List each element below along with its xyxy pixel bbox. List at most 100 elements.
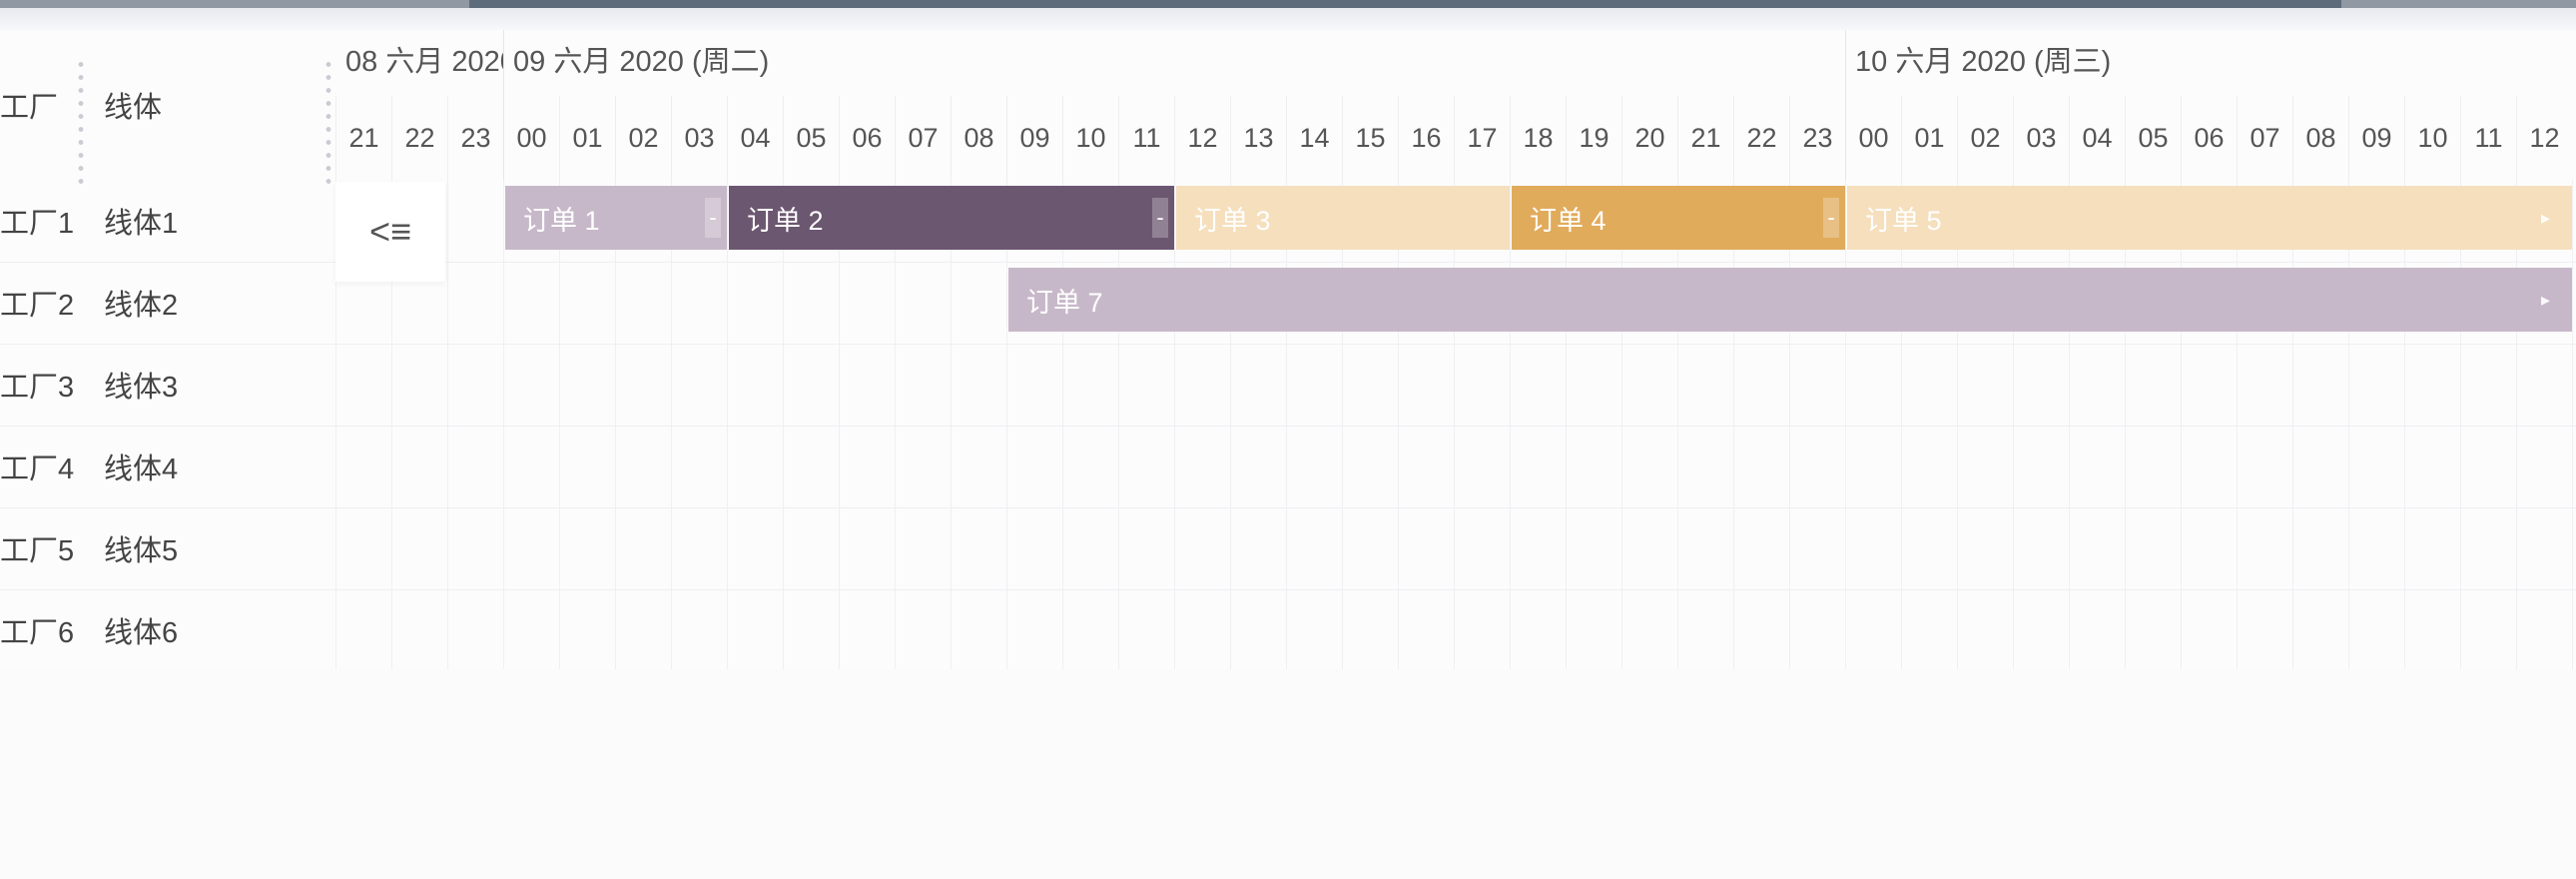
grid-line [671,180,672,669]
grid-line [1621,180,1622,669]
grid-line [1957,180,1958,669]
resource-row[interactable]: 工厂3 线体3 [0,344,2576,427]
day-divider [1845,30,1846,180]
line-cell: 线体6 [104,617,179,649]
grid-line [2404,180,2405,669]
grid-line [335,180,336,669]
hour-label: 06 [839,96,895,180]
order-bar[interactable]: 订单 7 ▸ [1008,268,2572,332]
factory-cell: 工厂3 [0,372,75,404]
grid-line [2516,180,2517,669]
hour-label: 16 [1398,96,1454,180]
hour-label: 08 [2292,96,2348,180]
hour-label: 23 [447,96,503,180]
grid-line [1174,180,1175,669]
hour-label: 02 [615,96,671,180]
hour-label: 18 [1510,96,1566,180]
day-divider [503,30,504,180]
hour-label: 04 [2069,96,2125,180]
order-bar[interactable]: 订单 5 ▸ [1847,186,2572,250]
line-cell: 线体1 [104,208,179,240]
hour-label: 22 [391,96,447,180]
order-label: 订单 1 [523,205,600,236]
hour-label: 00 [1845,96,1901,180]
line-column-header[interactable]: 线体 [104,92,163,124]
grid-line [895,180,896,669]
grid-line [2348,180,2349,669]
hour-label: 21 [335,96,391,180]
grid-line [2237,180,2238,669]
hour-label: 06 [2181,96,2237,180]
grid-line [559,180,560,669]
hour-label: 01 [559,96,615,180]
factory-cell: 工厂2 [0,290,75,322]
hour-label: 11 [1118,96,1174,180]
order-bar[interactable]: 订单 1 - [505,186,727,250]
factory-cell: 工厂4 [0,453,75,485]
factory-column-header[interactable]: 工厂 [0,92,59,124]
resource-row[interactable]: 工厂2 线体2 [0,262,2576,345]
resize-handle[interactable]: - [1152,198,1168,238]
hour-label: 08 [951,96,1006,180]
grid-line [2181,180,2182,669]
hour-label: 04 [727,96,783,180]
column-resize-handle[interactable] [78,58,84,184]
hour-label: 00 [503,96,559,180]
hour-label: 01 [1901,96,1957,180]
line-cell: 线体2 [104,290,179,322]
day-header-row: 08 六月 2020 (周一) 09 六月 2020 (周二) 10 六月 2020… [335,30,2576,96]
grid-line [1286,180,1287,669]
hour-label: 12 [1174,96,1230,180]
hour-label: 15 [1342,96,1398,180]
hour-label: 12 [2516,96,2572,180]
resource-row[interactable]: 工厂4 线体4 [0,426,2576,508]
day-label: 08 六月 2020 (周一) [345,46,503,78]
hour-label: 05 [2125,96,2181,180]
hour-label: 02 [1957,96,2013,180]
grid-line [1789,180,1790,669]
grid-line [839,180,840,669]
grid-line [1566,180,1567,669]
resource-row[interactable]: 工厂6 线体6 [0,589,2576,672]
hour-label: 11 [2460,96,2516,180]
resource-row[interactable]: 工厂1 线体1 [0,180,2576,263]
hour-label: 21 [1677,96,1733,180]
grid-line [2460,180,2461,669]
line-cell: 线体4 [104,453,179,485]
gantt-timeline: 08 六月 2020 (周一) 09 六月 2020 (周二) 10 六月 2020… [335,30,2576,669]
collapse-panel-button[interactable]: <≡ [335,182,445,282]
grid-line [2292,180,2293,669]
grid-line [2069,180,2070,669]
grid-line [951,180,952,669]
top-shade [0,8,2576,30]
order-bar[interactable]: 订单 2 - [729,186,1174,250]
grid-line [1901,180,1902,669]
resource-row[interactable]: 工厂5 线体5 [0,507,2576,590]
hour-label: 23 [1789,96,1845,180]
grid-line [2013,180,2014,669]
grid-line [1398,180,1399,669]
column-resize-handle[interactable] [325,58,331,184]
grid-line [1677,180,1678,669]
day-label: 09 六月 2020 (周二) [513,46,770,78]
line-cell: 线体3 [104,372,179,404]
hour-header-row: 21 22 23 00 01 02 03 04 05 06 07 08 09 10 11 12 13 14 15 16… [335,96,2576,180]
resize-handle[interactable]: - [705,198,721,238]
grid-line [2572,180,2573,669]
order-bar[interactable]: 订单 3 [1176,186,1510,250]
grid-line [1062,180,1063,669]
grid-line [1845,180,1846,669]
grid-line [1230,180,1231,669]
top-strip-dark [469,0,2341,8]
top-strip [0,0,2576,8]
hour-label: 07 [895,96,951,180]
chevron-right-icon: ▸ [2540,289,2550,310]
grid-line [1342,180,1343,669]
chevron-right-icon: ▸ [2540,207,2550,228]
grid-line [1510,180,1511,669]
order-bar[interactable]: 订单 4 - [1512,186,1845,250]
grid-line [1118,180,1119,669]
collapse-panel-icon: <≡ [368,211,412,252]
hour-label: 13 [1230,96,1286,180]
resize-handle[interactable]: - [1823,198,1839,238]
